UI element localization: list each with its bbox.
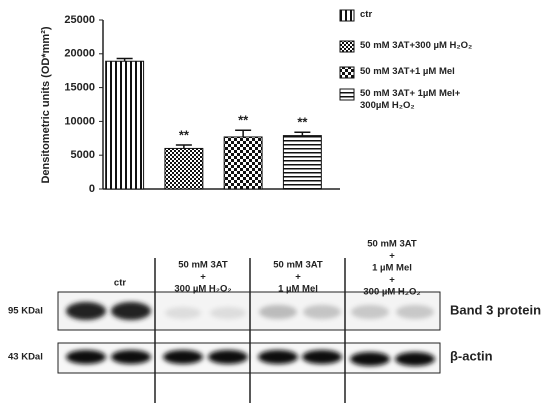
lane-label: ctr (114, 278, 126, 289)
lane-label: + (295, 272, 301, 283)
bar (223, 136, 263, 190)
legend-swatch (339, 66, 355, 79)
protein-name: Band 3 protein (450, 302, 541, 317)
lane-label: 50 mM 3AT (367, 239, 417, 250)
lane-label: 1 µM Mel (372, 263, 412, 274)
y-tick-label: 20000 (64, 48, 95, 60)
y-tick-label: 25000 (64, 14, 95, 26)
legend-entry: 50 mM 3AT+ 1µM Mel+ 300µM H₂O₂ (360, 88, 461, 111)
bands (66, 302, 435, 366)
lane-label: + (389, 251, 395, 262)
protein-name: β-actin (450, 348, 493, 363)
y-tick-label: 5000 (71, 149, 95, 161)
y-tick-label: 0 (89, 183, 95, 195)
legend-swatch (339, 40, 355, 53)
bar (164, 147, 204, 190)
legend-entry: 50 mM 3AT+300 µM H₂O₂ (360, 40, 473, 51)
lane-label: 50 mM 3AT (273, 260, 323, 271)
legend-swatch (339, 9, 355, 22)
significance: ** (297, 115, 308, 130)
legend-entry: ctr (360, 9, 373, 20)
significance: ** (179, 127, 190, 142)
blot (57, 258, 441, 403)
y-axis-label: Densitometric units (OD*mm²) (40, 26, 52, 183)
legend-entry: 50 mM 3AT+1 µM Mel (360, 66, 455, 77)
marker-size: 95 KDal (8, 306, 43, 317)
lane-label: + (389, 275, 395, 286)
lane-label: 300 µM H₂O₂ (363, 287, 420, 298)
y-tick-label: 10000 (64, 115, 95, 127)
y-tick-label: 15000 (64, 82, 95, 94)
lane-label: 50 mM 3AT (178, 260, 228, 271)
significance: ** (238, 113, 249, 128)
legend-swatch (339, 88, 355, 101)
lane-label: + (200, 272, 206, 283)
bar (105, 60, 145, 190)
lane-label: 300 µM H₂O₂ (174, 284, 231, 295)
bar (282, 135, 322, 190)
lane-label: 1 µM Mel (278, 284, 318, 295)
marker-size: 43 KDal (8, 352, 43, 363)
